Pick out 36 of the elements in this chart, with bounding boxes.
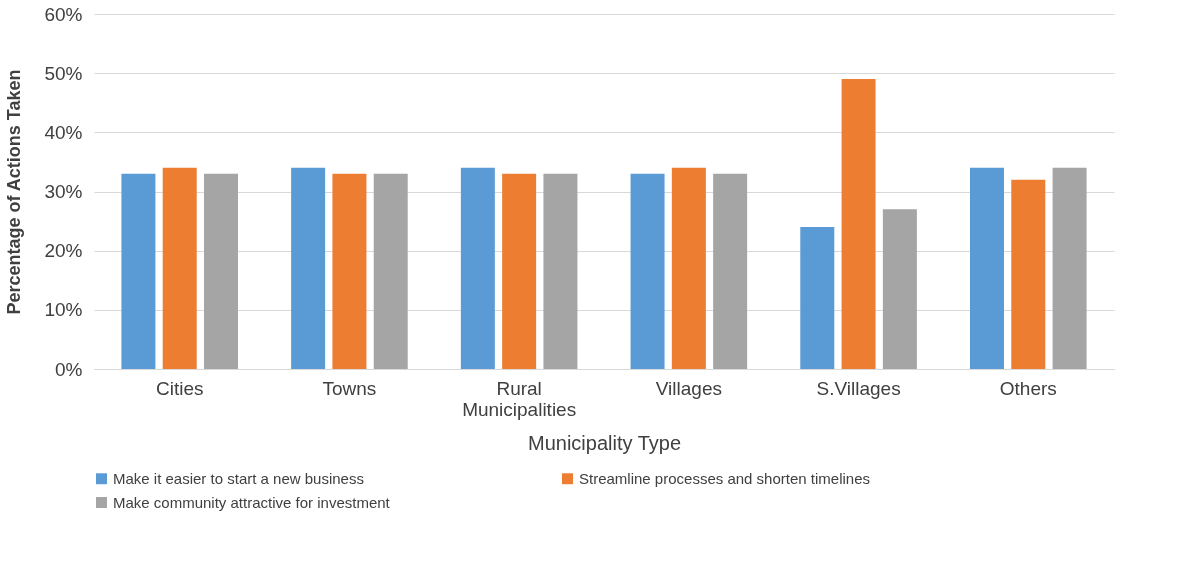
bar	[460, 167, 495, 369]
bar	[502, 173, 537, 369]
legend-label: Make community attractive for investment	[113, 493, 391, 511]
y-tick-label: 20%	[44, 240, 83, 262]
bar	[800, 227, 835, 369]
y-tick-label: 40%	[44, 121, 83, 143]
bar	[970, 167, 1004, 369]
x-tick-label: Others	[999, 377, 1057, 399]
bar	[121, 173, 156, 369]
y-tick-label: 30%	[44, 181, 83, 202]
bar	[543, 173, 578, 369]
bar	[373, 173, 408, 369]
x-tick-label: Villages	[655, 377, 722, 399]
x-tick-label: Cities	[155, 377, 204, 399]
bar	[841, 79, 876, 369]
bar	[882, 209, 917, 369]
y-tick-label: 60%	[44, 3, 83, 25]
bar	[204, 173, 238, 369]
y-axis-title: Percentage of Actions Taken	[4, 69, 25, 315]
legend-label: Make it easier to start a new business	[113, 469, 364, 487]
legend-label: Streamline processes and shorten timelines	[579, 469, 870, 487]
bar	[713, 173, 748, 369]
bar	[291, 167, 326, 369]
x-tick-label: S.Villages	[816, 377, 901, 399]
x-tick-label: Rural Municipalities	[462, 377, 577, 420]
bar	[1011, 179, 1046, 369]
y-tick-label: 0%	[55, 358, 83, 380]
x-tick-label: Towns	[322, 377, 377, 399]
bar	[1052, 167, 1087, 369]
y-tick-label: 10%	[44, 299, 83, 321]
bar	[630, 173, 665, 369]
y-tick-label: 50%	[44, 62, 83, 84]
bar	[671, 167, 706, 369]
bar	[332, 173, 367, 369]
bar	[162, 167, 197, 369]
x-axis-title: Municipality Type	[527, 431, 682, 454]
